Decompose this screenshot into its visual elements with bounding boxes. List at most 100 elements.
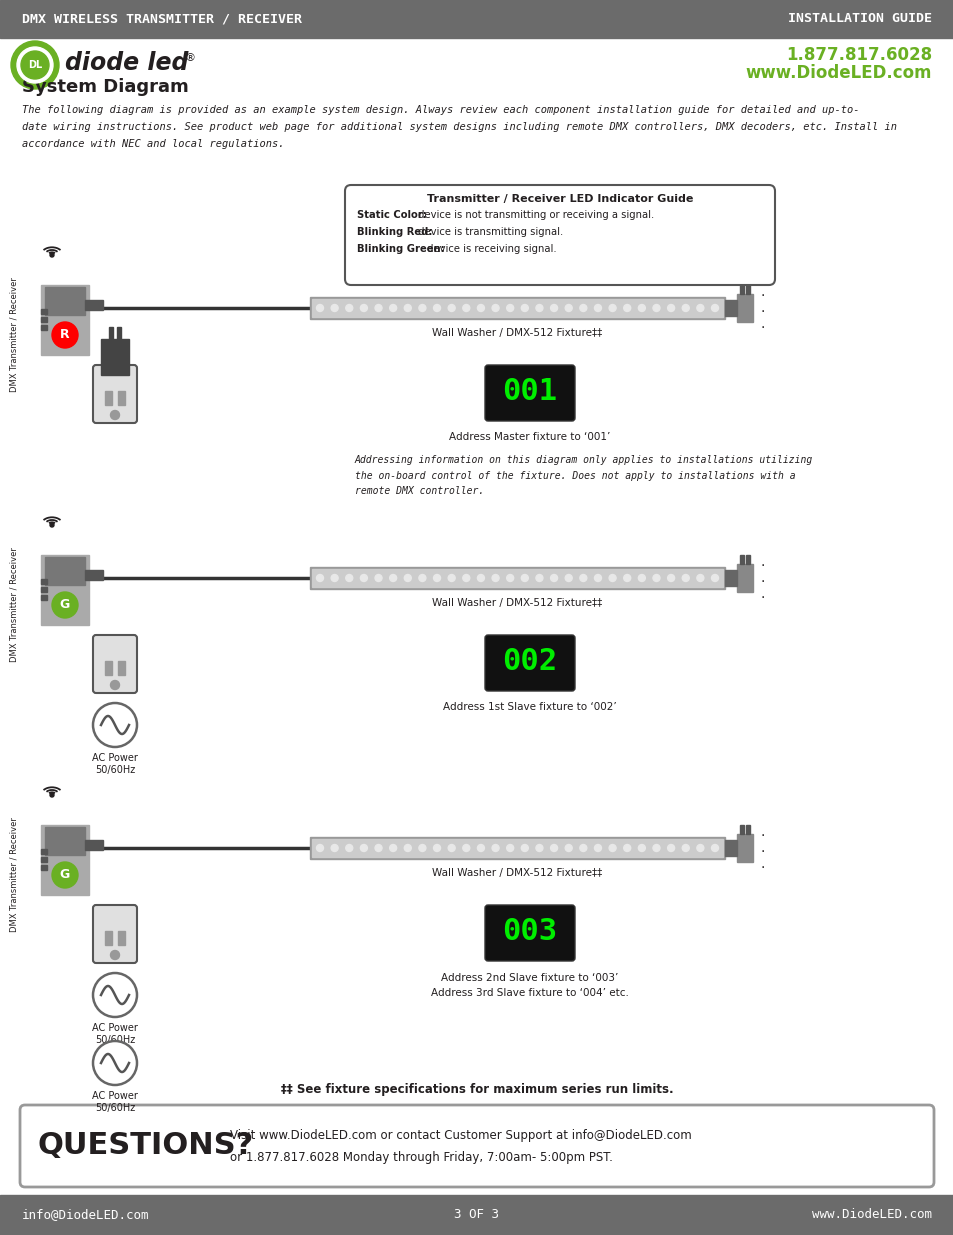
Circle shape (623, 845, 630, 851)
Text: .
.
.: . . . (760, 825, 764, 871)
Circle shape (316, 574, 323, 582)
Text: DMX Transmitter / Receiver: DMX Transmitter / Receiver (10, 547, 18, 662)
Text: Wall Washer / DMX-512 Fixture‡‡: Wall Washer / DMX-512 Fixture‡‡ (432, 868, 601, 878)
Circle shape (360, 845, 367, 851)
Circle shape (50, 253, 54, 257)
Circle shape (433, 845, 440, 851)
Text: Address Master fixture to ‘001’: Address Master fixture to ‘001’ (449, 432, 610, 442)
Bar (45, 827, 85, 855)
Circle shape (711, 305, 718, 311)
Bar (85, 300, 103, 310)
Text: G: G (60, 868, 71, 882)
Bar (118, 661, 125, 676)
Bar (312, 299, 722, 317)
Circle shape (492, 845, 498, 851)
Circle shape (418, 305, 425, 311)
Circle shape (608, 845, 616, 851)
Bar (45, 557, 85, 585)
Circle shape (111, 680, 119, 689)
Bar (740, 555, 743, 564)
Circle shape (50, 522, 54, 527)
Circle shape (667, 845, 674, 851)
Text: Wall Washer / DMX-512 Fixture‡‡: Wall Washer / DMX-512 Fixture‡‡ (432, 598, 601, 608)
Circle shape (594, 305, 600, 311)
Circle shape (345, 305, 353, 311)
Bar (41, 285, 89, 354)
Bar (101, 338, 129, 375)
Circle shape (594, 845, 600, 851)
Circle shape (652, 574, 659, 582)
Circle shape (476, 845, 484, 851)
Text: INSTALLATION GUIDE: INSTALLATION GUIDE (787, 12, 931, 26)
FancyBboxPatch shape (484, 635, 575, 692)
Text: ®: ® (185, 53, 195, 63)
Circle shape (564, 845, 572, 851)
Circle shape (52, 862, 78, 888)
Circle shape (681, 574, 688, 582)
Circle shape (594, 574, 600, 582)
Text: device is receiving signal.: device is receiving signal. (424, 245, 557, 254)
Circle shape (608, 305, 616, 311)
FancyBboxPatch shape (20, 1105, 933, 1187)
Bar (312, 839, 722, 857)
Text: www.DiodeLED.com: www.DiodeLED.com (811, 1209, 931, 1221)
Circle shape (550, 305, 557, 311)
Bar (118, 391, 125, 405)
Circle shape (316, 845, 323, 851)
Text: device is transmitting signal.: device is transmitting signal. (416, 227, 563, 237)
Circle shape (638, 305, 644, 311)
Text: 3 OF 3: 3 OF 3 (454, 1209, 499, 1221)
Circle shape (404, 574, 411, 582)
Bar (740, 825, 743, 834)
Text: AC Power
50/60Hz: AC Power 50/60Hz (92, 753, 138, 774)
Circle shape (389, 574, 396, 582)
Bar (312, 569, 722, 587)
Circle shape (681, 305, 688, 311)
Circle shape (564, 574, 572, 582)
Circle shape (111, 410, 119, 420)
Text: Visit www.DiodeLED.com or contact Customer Support at info@DiodeLED.com
or 1.877: Visit www.DiodeLED.com or contact Custom… (230, 1129, 691, 1163)
Circle shape (652, 305, 659, 311)
Circle shape (404, 845, 411, 851)
Circle shape (389, 305, 396, 311)
Circle shape (375, 845, 381, 851)
Circle shape (506, 305, 513, 311)
Text: .
.
.: . . . (760, 555, 764, 601)
Circle shape (448, 574, 455, 582)
Bar (724, 300, 737, 316)
Bar (45, 287, 85, 315)
Circle shape (21, 51, 49, 79)
Text: ‡‡ See fixture specifications for maximum series run limits.: ‡‡ See fixture specifications for maximu… (280, 1083, 673, 1097)
Circle shape (92, 703, 137, 747)
Bar (737, 834, 752, 862)
Circle shape (92, 973, 137, 1016)
FancyBboxPatch shape (484, 366, 575, 421)
Circle shape (536, 845, 542, 851)
Circle shape (696, 305, 703, 311)
Circle shape (404, 305, 411, 311)
Circle shape (462, 305, 469, 311)
FancyBboxPatch shape (484, 905, 575, 961)
Circle shape (345, 574, 353, 582)
Bar (85, 840, 103, 850)
Circle shape (52, 322, 78, 348)
Circle shape (711, 845, 718, 851)
Bar (41, 825, 89, 895)
FancyBboxPatch shape (92, 905, 137, 963)
Circle shape (667, 574, 674, 582)
Text: 002: 002 (502, 646, 557, 676)
Text: QUESTIONS?: QUESTIONS? (38, 1131, 254, 1161)
Text: 003: 003 (502, 916, 557, 946)
Bar (724, 840, 737, 856)
Circle shape (711, 574, 718, 582)
Bar (117, 327, 121, 338)
Bar (740, 285, 743, 294)
Bar (0, 0, 953, 38)
Circle shape (623, 305, 630, 311)
Bar (41, 317, 47, 322)
Circle shape (564, 305, 572, 311)
Bar (745, 555, 749, 564)
Text: DMX WIRELESS TRANSMITTER / RECEIVER: DMX WIRELESS TRANSMITTER / RECEIVER (22, 12, 302, 26)
Bar (41, 309, 47, 314)
Circle shape (536, 305, 542, 311)
